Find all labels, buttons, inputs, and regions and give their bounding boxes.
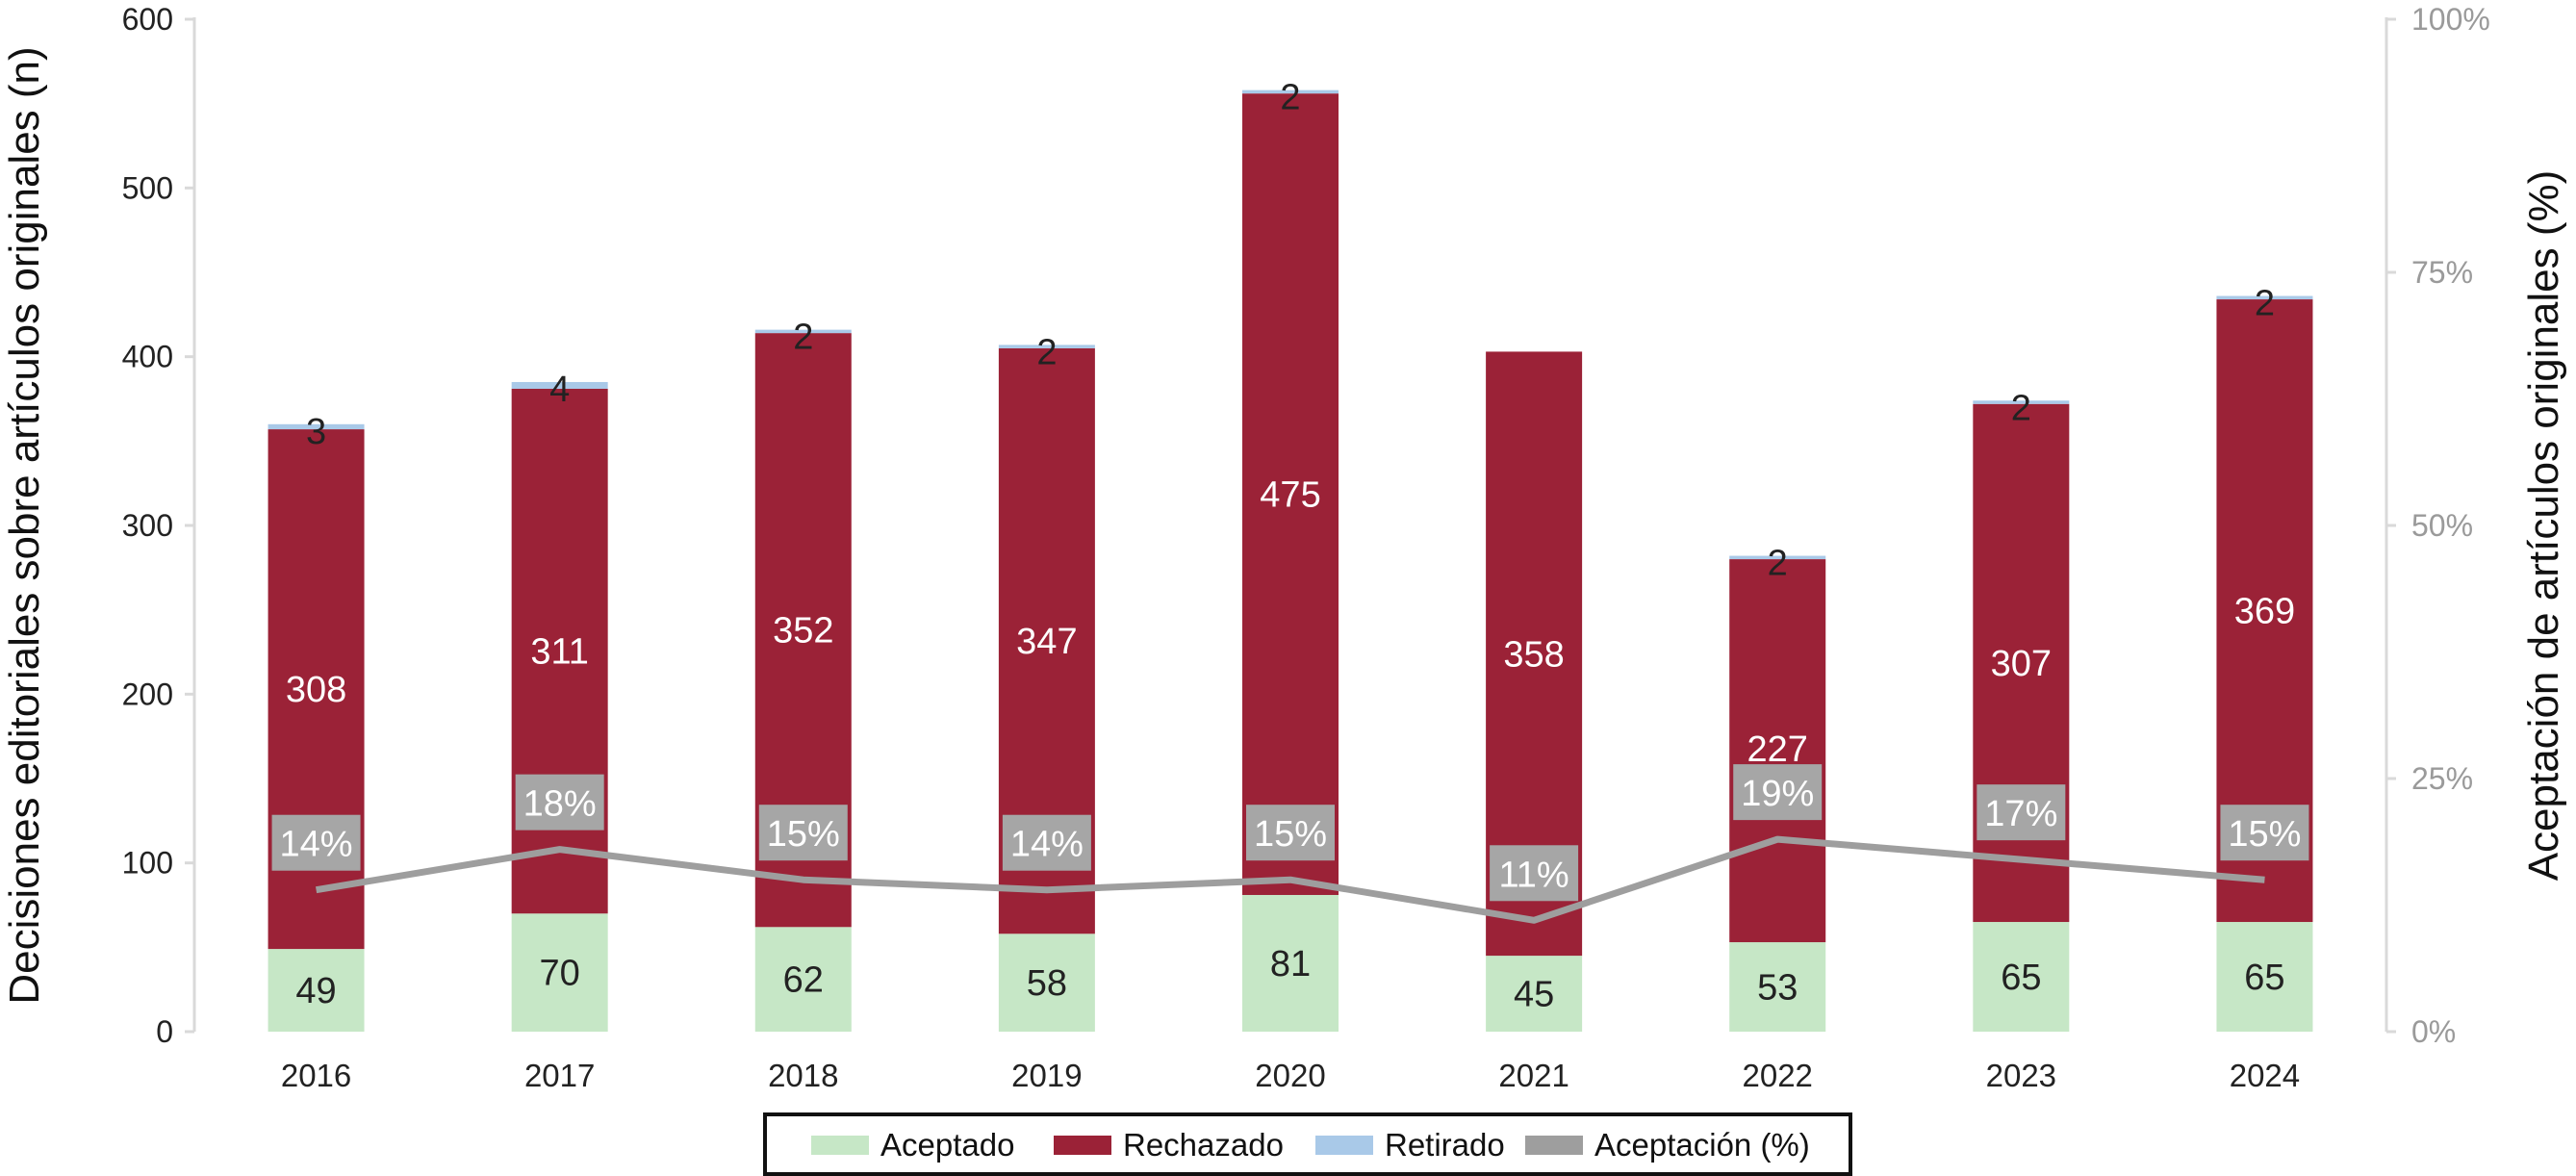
pct-label-box [1490, 845, 1579, 902]
data-label-aceptado: 58 [1027, 963, 1067, 1004]
pct-label-box [515, 774, 604, 831]
x-tick-label: 2017 [524, 1058, 595, 1093]
y-tick-label: 100 [122, 846, 173, 881]
bar-retirado [511, 381, 608, 389]
pct-label-box [2220, 805, 2309, 861]
data-label-retirado: 2 [1036, 332, 1057, 372]
legend-label: Aceptación (%) [1594, 1127, 1810, 1163]
x-tick-label: 2020 [1255, 1058, 1325, 1093]
data-label-aceptado: 81 [1270, 944, 1311, 984]
data-label-retirado: 2 [1768, 544, 1788, 584]
pct-label: 11% [1498, 855, 1569, 895]
bar-retirado [2216, 295, 2313, 300]
y2-tick-label: 100% [2411, 2, 2490, 37]
y2-tick-label: 0% [2411, 1014, 2456, 1049]
legend-box [763, 1112, 1852, 1176]
y-axis-title: Decisiones editoriales sobre artículos o… [1, 46, 48, 1004]
bar-aceptado [754, 927, 852, 1032]
bar-aceptado [268, 949, 365, 1032]
y-tick-label: 600 [122, 2, 173, 37]
legend-swatch [1054, 1136, 1111, 1155]
bar-aceptado [2216, 922, 2313, 1032]
data-label-rechazado: 311 [530, 632, 589, 673]
y2-tick-label: 50% [2411, 508, 2473, 543]
legend-swatch [1315, 1136, 1373, 1155]
data-label-rechazado: 369 [2234, 592, 2295, 632]
x-tick-label: 2024 [2230, 1058, 2300, 1093]
bar-retirado [1973, 400, 2070, 404]
x-tick-label: 2018 [768, 1058, 838, 1093]
bar-aceptado [998, 933, 1095, 1032]
pct-label: 18% [523, 784, 597, 825]
bar-retirado [268, 423, 365, 430]
pct-label: 14% [1010, 825, 1084, 865]
data-label-rechazado: 475 [1260, 475, 1320, 516]
legend-label: Aceptado [880, 1127, 1014, 1163]
bar-aceptado [1486, 956, 1583, 1032]
y-tick-label: 400 [122, 340, 173, 374]
bar-aceptado [511, 913, 608, 1032]
pct-label: 15% [1254, 814, 1327, 855]
pct-label-box [1002, 814, 1091, 871]
data-label-retirado: 4 [549, 370, 570, 410]
legend-swatch [811, 1136, 869, 1155]
bar-aceptado [1973, 922, 2070, 1032]
y-tick-label: 0 [156, 1014, 173, 1049]
data-label-aceptado: 62 [783, 960, 824, 1001]
pct-label: 15% [767, 814, 840, 855]
acceptance-line [315, 835, 2265, 924]
pct-label-box [1733, 764, 1823, 821]
bar-retirado [998, 345, 1095, 348]
data-label-aceptado: 65 [2244, 958, 2284, 998]
data-label-retirado: 2 [2011, 388, 2031, 428]
legend-label: Retirado [1385, 1127, 1505, 1163]
y2-axis-title: Aceptación de artículos originales (%) [2520, 170, 2567, 882]
pct-label: 17% [1984, 794, 2057, 834]
y-tick-label: 300 [122, 508, 173, 543]
data-label-aceptado: 65 [2001, 958, 2041, 998]
y-tick-label: 200 [122, 677, 173, 711]
data-label-retirado: 2 [793, 318, 813, 358]
data-label-rechazado: 307 [1991, 644, 2052, 684]
data-label-aceptado: 70 [540, 954, 580, 994]
x-tick-label: 2016 [281, 1058, 351, 1093]
y-tick-label: 500 [122, 170, 173, 205]
data-label-rechazado: 358 [1503, 634, 1564, 675]
bar-retirado [754, 329, 852, 334]
x-tick-label: 2021 [1498, 1058, 1569, 1093]
data-label-rechazado: 347 [1016, 622, 1077, 662]
data-label-aceptado: 45 [1514, 975, 1554, 1015]
x-tick-label: 2019 [1011, 1058, 1082, 1093]
pct-label-box [1246, 805, 1335, 861]
bar-retirado [1242, 89, 1339, 94]
data-label-retirado: 2 [1280, 78, 1300, 118]
bar-rechazado [1242, 93, 1339, 895]
legend-label: Rechazado [1123, 1127, 1284, 1163]
pct-label: 15% [2228, 814, 2301, 855]
x-tick-label: 2022 [1743, 1058, 1813, 1093]
pct-label-box [758, 805, 848, 861]
pct-label-box [1977, 784, 2066, 841]
data-label-aceptado: 49 [295, 971, 336, 1011]
data-label-rechazado: 308 [286, 670, 346, 710]
pct-label-box [271, 814, 361, 871]
data-label-retirado: 3 [306, 412, 326, 452]
x-tick-label: 2023 [1986, 1058, 2056, 1093]
pct-label: 19% [1741, 774, 1814, 814]
y2-tick-label: 25% [2411, 761, 2473, 796]
data-label-aceptado: 53 [1757, 968, 1798, 1009]
bar-rechazado [1729, 559, 1826, 943]
bar-aceptado [1242, 894, 1339, 1032]
data-label-retirado: 2 [2255, 284, 2275, 324]
data-label-rechazado: 352 [773, 611, 833, 652]
pct-label: 14% [280, 825, 353, 865]
legend-swatch [1525, 1136, 1583, 1155]
y2-tick-label: 75% [2411, 255, 2473, 290]
bar-aceptado [1729, 942, 1826, 1032]
bar-retirado [1729, 555, 1826, 560]
data-label-rechazado: 227 [1747, 729, 1808, 770]
